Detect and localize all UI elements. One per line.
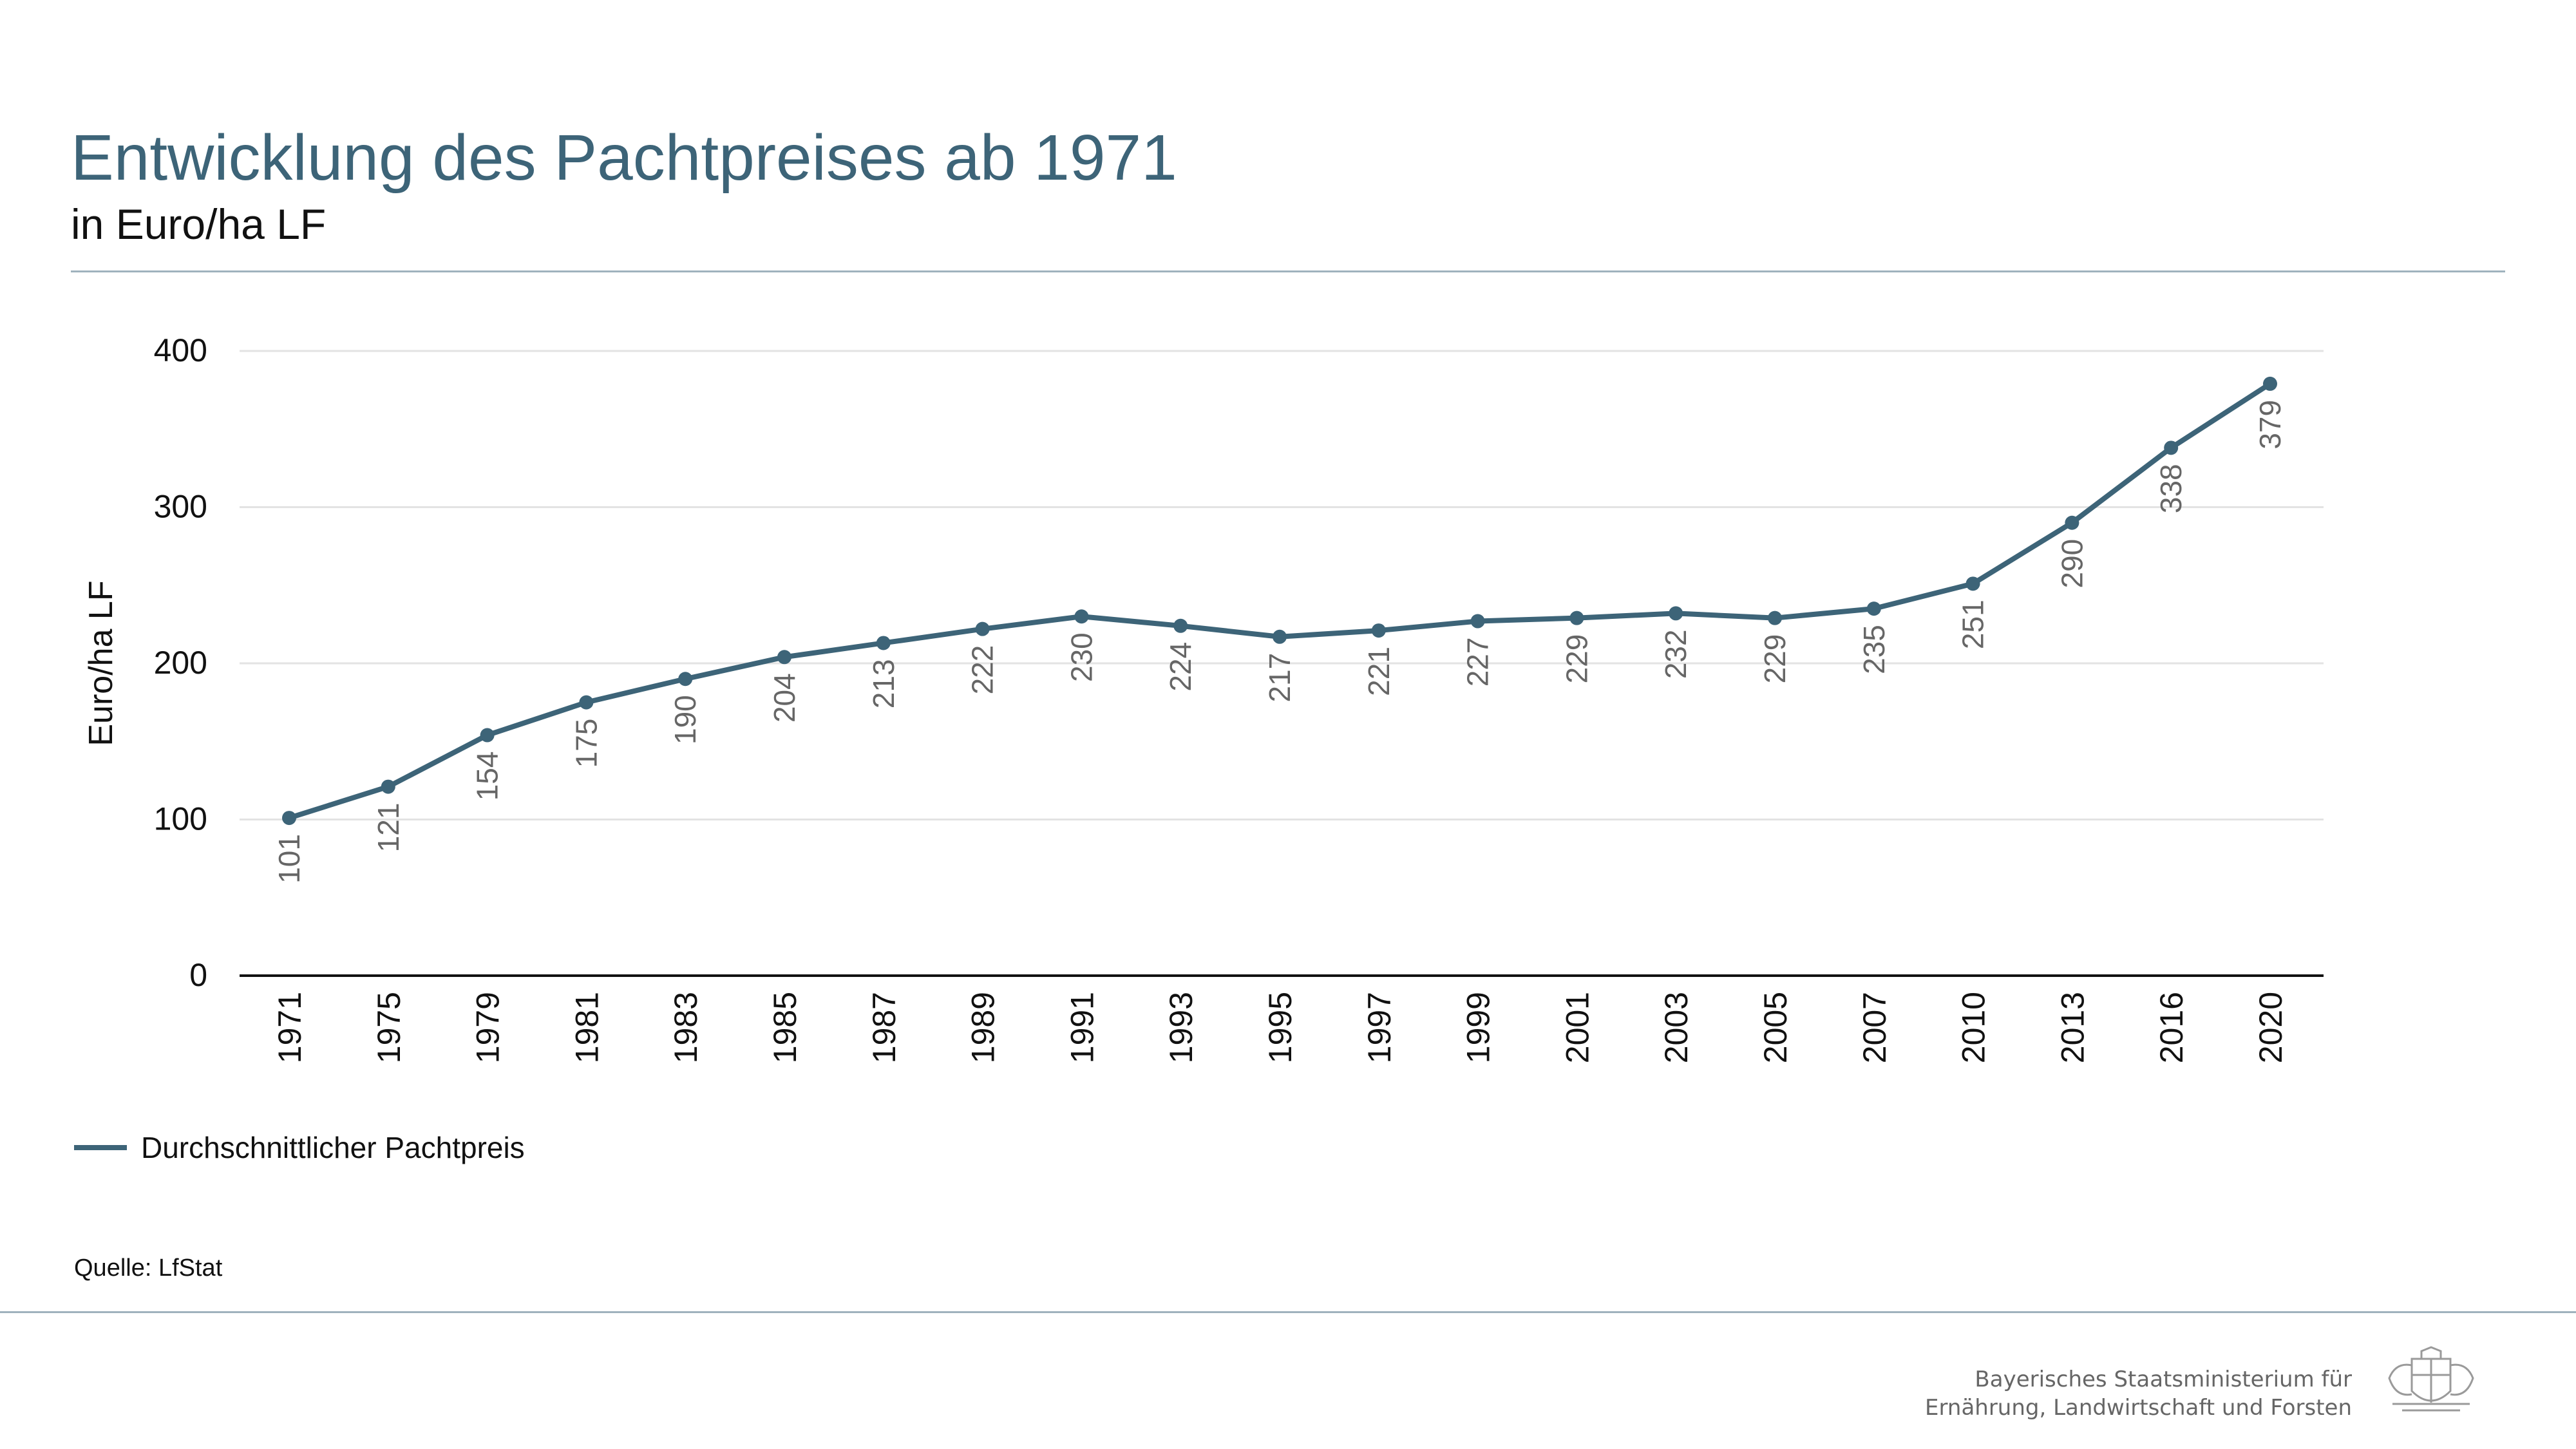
x-tick-label: 1981 [569, 992, 605, 1063]
x-tick-label: 1989 [965, 992, 1001, 1063]
footer-divider [0, 1311, 2576, 1313]
chart-subtitle: in Euro/ha LF [71, 200, 327, 248]
y-tick-label: 400 [154, 332, 207, 368]
data-point [579, 695, 594, 710]
data-point [1173, 618, 1188, 633]
legend-swatch [74, 1145, 127, 1150]
data-point [1074, 609, 1089, 624]
data-point [1569, 611, 1584, 625]
data-point [1866, 601, 1881, 616]
data-point [1669, 606, 1683, 621]
data-point [975, 621, 990, 636]
data-point [282, 811, 296, 826]
data-point [2164, 440, 2179, 455]
data-label: 101 [272, 834, 306, 884]
data-points [282, 376, 2277, 826]
data-point [2065, 515, 2079, 530]
header-divider [71, 270, 2505, 272]
data-label: 190 [668, 695, 702, 744]
x-tick-label: 1993 [1163, 992, 1199, 1063]
data-label: 235 [1857, 625, 1891, 674]
y-tick-label: 100 [154, 801, 207, 837]
data-label: 338 [2154, 464, 2188, 513]
x-tick-label: 1995 [1262, 992, 1298, 1063]
chart-title: Entwicklung des Pachtpreises ab 1971 [71, 122, 1177, 194]
data-point [777, 650, 791, 665]
data-label: 251 [1956, 600, 1990, 649]
data-point [381, 779, 395, 794]
data-point [1371, 623, 1386, 638]
x-tick-label: 1999 [1461, 992, 1497, 1063]
ministry-line-1: Bayerisches Staatsministerium für [1975, 1367, 2352, 1392]
ministry-name: Bayerisches Staatsministerium für Ernähr… [1925, 1365, 2352, 1422]
x-tick-label: 2013 [2054, 992, 2090, 1063]
x-tick-label: 2007 [1857, 992, 1893, 1063]
data-label: 379 [2253, 400, 2287, 450]
data-label: 121 [372, 803, 405, 853]
x-tick-label: 2001 [1559, 992, 1595, 1063]
legend-label: Durchschnittlicher Pachtpreis [141, 1131, 525, 1164]
x-tick-label: 1997 [1361, 992, 1397, 1063]
x-tick-label: 1983 [668, 992, 704, 1063]
data-label: 232 [1659, 629, 1692, 679]
y-tick-label: 300 [154, 489, 207, 525]
ministry-line-2: Ernährung, Landwirtschaft und Forsten [1925, 1395, 2352, 1421]
data-point [1965, 576, 1980, 591]
data-labels: 101 121 154 175 190 204 213 222 230 224 217 221 227 2… [272, 400, 2287, 884]
data-label: 227 [1461, 638, 1495, 687]
legend: Durchschnittlicher Pachtpreis [74, 1130, 525, 1165]
x-tick-label: 1987 [866, 992, 902, 1063]
y-axis-label: Euro/ha LF [82, 580, 120, 746]
data-point [678, 672, 693, 687]
bavarian-crest-logo [2388, 1346, 2474, 1412]
data-label: 175 [569, 719, 603, 768]
source-note: Quelle: LfStat [74, 1255, 223, 1282]
data-label: 204 [768, 673, 801, 723]
x-tick-label: 1985 [767, 992, 803, 1063]
data-label: 154 [471, 752, 504, 801]
grid-lines [240, 350, 2324, 820]
data-label: 230 [1065, 632, 1098, 682]
x-tick-label: 1979 [470, 992, 506, 1063]
x-tick-label: 1971 [272, 992, 308, 1063]
x-tick-label: 1991 [1064, 992, 1100, 1063]
x-tick-label: 2016 [2154, 992, 2190, 1063]
x-axis-ticks: 1971 1975 1979 1981 1983 1985 1987 1989 1991 1993… [272, 992, 2289, 1063]
data-label: 290 [2055, 539, 2088, 589]
data-label: 222 [966, 645, 999, 695]
x-tick-label: 2010 [1956, 992, 1992, 1063]
x-tick-label: 2003 [1658, 992, 1694, 1063]
x-tick-label: 2020 [2253, 992, 2289, 1063]
y-axis-ticks: 0 100 200 300 400 [154, 332, 207, 993]
x-tick-label: 2005 [1757, 992, 1794, 1063]
x-tick-label: 1975 [371, 992, 407, 1063]
data-label: 217 [1263, 653, 1296, 703]
data-point [2263, 376, 2277, 391]
data-point [876, 636, 891, 650]
data-point [480, 728, 495, 743]
data-point [1470, 614, 1485, 629]
y-tick-label: 200 [154, 645, 207, 681]
data-label: 213 [867, 659, 900, 708]
data-label: 221 [1362, 647, 1396, 696]
data-label: 229 [1758, 634, 1792, 684]
data-label: 229 [1560, 634, 1593, 684]
data-label: 224 [1164, 642, 1197, 692]
data-point [1768, 611, 1782, 625]
data-point [1273, 629, 1287, 644]
y-tick-label: 0 [189, 957, 207, 993]
